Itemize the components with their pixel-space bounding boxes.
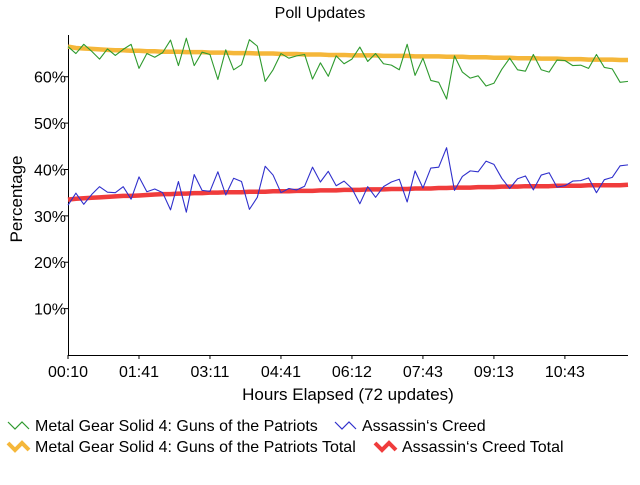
legend-label-3: Assassin‘s Creed Total [402,439,564,456]
legend-label-0: Metal Gear Solid 4: Guns of the Patriots [35,418,318,435]
legend-swatch-3 [373,440,398,453]
x-tick-label: 07:43 [403,364,443,381]
series-line-1 [67,147,629,213]
x-tick-label: 00:10 [48,364,88,381]
series-layer [67,37,629,213]
legend-label-2: Metal Gear Solid 4: Guns of the Patriots… [35,439,356,456]
x-ticks: 00:10 01:41 03:11 04:41 06:12 07:43 09:13 10:43 [48,355,585,381]
legend-swatch-0 [7,421,30,430]
y-tick-label: 60% [34,70,66,87]
y-tick-label: 20% [34,255,66,272]
y-tick-label: 50% [34,116,66,133]
legend-swatch-1 [334,421,357,430]
x-tick-label: 10:43 [545,364,585,381]
chart-title: Poll Updates [275,5,366,22]
x-tick-label: 03:11 [191,364,230,381]
y-tick-label: 40% [34,162,66,179]
y-tick-label: 30% [34,209,66,226]
y-tick-label: 10% [34,302,66,319]
x-tick-label: 06:12 [332,364,372,381]
x-axis-label: Hours Elapsed (72 updates) [242,385,454,404]
legend-swatch-2 [6,440,31,453]
legend-label-1: Assassin‘s Creed [362,418,486,435]
x-tick-label: 01:41 [119,364,159,381]
series-line-3 [67,182,629,202]
series-line-0 [67,37,629,100]
x-tick-label: 09:13 [474,364,514,381]
y-ticks: 10% 20% 30% 40% 50% 60% [34,70,68,319]
y-axis-label: Percentage [7,156,26,243]
x-tick-label: 04:41 [261,364,301,381]
series-line-2 [67,44,628,63]
legend: Metal Gear Solid 4: Guns of the Patriots… [6,418,564,456]
